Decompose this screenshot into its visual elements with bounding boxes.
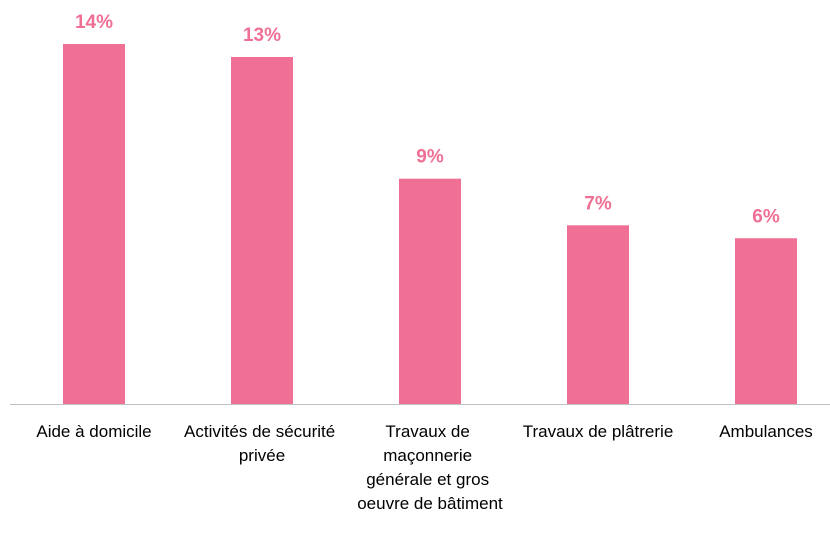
x-tick-label: Aide à domicile — [36, 422, 151, 441]
value-label: 9% — [416, 147, 444, 168]
x-tick-label: Travaux de maçonnerie générale et gros o… — [357, 422, 503, 513]
bar — [63, 44, 125, 405]
x-tick-label: Activités de sécurité privée — [184, 422, 340, 465]
bar — [399, 178, 461, 404]
value-label: 14% — [75, 12, 113, 33]
value-label: 7% — [584, 193, 612, 214]
x-tick-label: Ambulances — [719, 422, 813, 441]
x-tick-label: Travaux de plâtrerie — [523, 422, 674, 441]
value-label: 13% — [243, 25, 281, 46]
value-label: 6% — [752, 206, 780, 227]
bar — [231, 56, 293, 404]
bar — [567, 225, 629, 404]
bar — [735, 238, 797, 404]
